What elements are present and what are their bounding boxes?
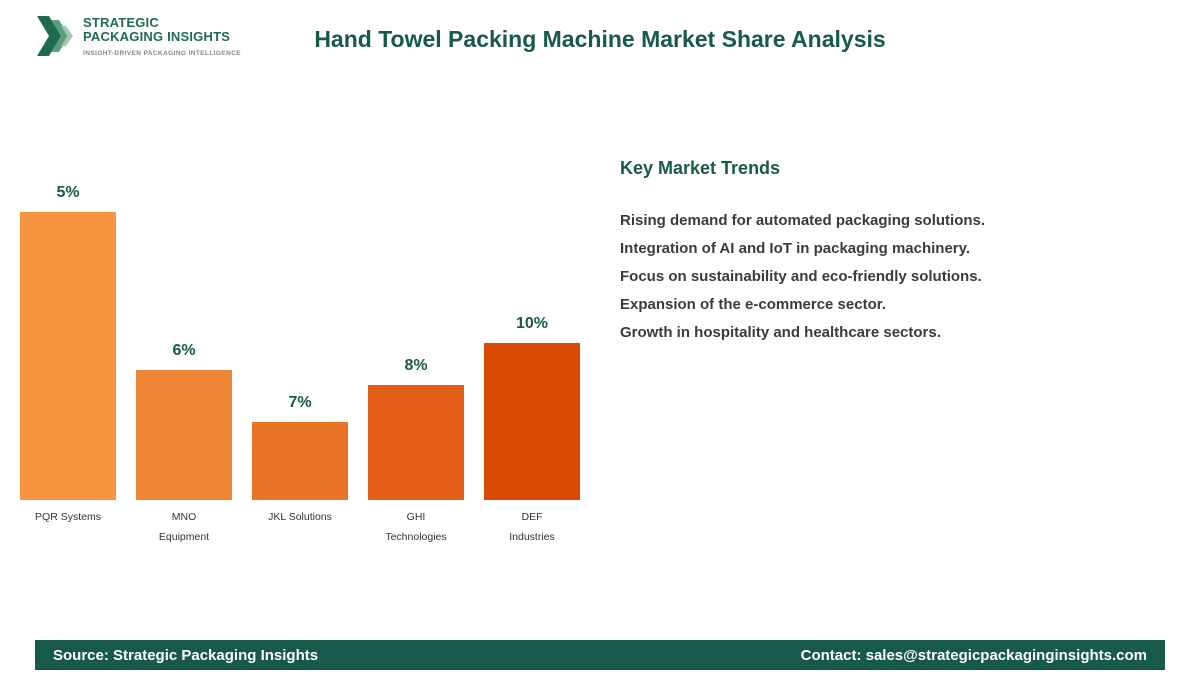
bar-group-def-industries: 10%	[484, 315, 580, 500]
footer-source: Source: Strategic Packaging Insights	[53, 646, 319, 664]
trend-item: Integration of AI and IoT in packaging m…	[620, 240, 971, 257]
bar-group-mno-equipment: 6%	[136, 342, 232, 500]
key-market-trends-panel: Key Market Trends Rising demand for auto…	[620, 140, 1090, 347]
bar-group-pqr-systems: 5%	[20, 184, 116, 500]
bar-value-label: 5%	[56, 184, 80, 201]
category-label-line: PQR Systems	[35, 511, 101, 523]
bar-chart-category-labels: PQR Systems MNO Equipment JKL Solutions …	[20, 507, 600, 547]
trends-heading: Key Market Trends	[620, 158, 781, 178]
bar-jkl-solutions	[252, 422, 348, 500]
category-label-pqr-systems: PQR Systems	[20, 507, 116, 547]
category-label-line: Equipment	[158, 531, 210, 543]
category-label-mno-equipment: MNO Equipment	[136, 507, 232, 547]
brand-name-line1: STRATEGIC	[83, 15, 159, 30]
category-label-line: JKL Solutions	[268, 511, 332, 523]
bar-pqr-systems	[20, 212, 116, 500]
category-label-line: GHI	[406, 511, 426, 523]
bar-value-label: 7%	[288, 394, 312, 411]
brand-tagline: INSIGHT-DRIVEN PACKAGING INTELLIGENCE	[83, 50, 242, 57]
page-title: Hand Towel Packing Machine Market Share …	[314, 26, 886, 52]
footer-contact: Contact: sales@strategicpackaginginsight…	[800, 646, 1147, 664]
category-label-ghi-technologies: GHI Technologies	[368, 507, 464, 547]
footer-bar: Source: Strategic Packaging Insights Con…	[35, 640, 1165, 670]
header: STRATEGIC PACKAGING INSIGHTS INSIGHT-DRI…	[0, 0, 1200, 110]
trend-item: Rising demand for automated packaging so…	[620, 212, 986, 229]
bar-mno-equipment	[136, 370, 232, 500]
brand-logo-text: STRATEGIC PACKAGING INSIGHTS INSIGHT-DRI…	[83, 12, 242, 58]
category-label-def-industries: DEF Industries	[484, 507, 580, 547]
bar-group-jkl-solutions: 7%	[252, 394, 348, 500]
brand-name-line2: PACKAGING INSIGHTS	[83, 29, 231, 44]
bar-value-label: 6%	[172, 342, 196, 359]
category-label-line: Technologies	[385, 531, 447, 543]
bar-value-label: 8%	[404, 357, 428, 374]
bar-ghi-technologies	[368, 385, 464, 500]
bar-def-industries	[484, 343, 580, 500]
trend-item: Expansion of the e-commerce sector.	[620, 296, 886, 313]
main-content: 5% 6% 7% 8% 10% PQR Systems	[0, 140, 1200, 547]
category-label-line: DEF	[521, 511, 543, 523]
category-label-jkl-solutions: JKL Solutions	[252, 507, 348, 547]
bar-chart-bars: 5% 6% 7% 8% 10%	[20, 140, 600, 500]
category-label-line: Industries	[509, 531, 555, 543]
category-label-line: MNO	[171, 511, 197, 523]
double-chevron-right-icon	[37, 16, 73, 56]
bar-chart: 5% 6% 7% 8% 10% PQR Systems	[0, 140, 600, 547]
trend-item: Focus on sustainability and eco-friendly…	[620, 268, 982, 285]
bar-group-ghi-technologies: 8%	[368, 357, 464, 500]
brand-logo: STRATEGIC PACKAGING INSIGHTS INSIGHT-DRI…	[35, 12, 241, 60]
bar-value-label: 10%	[515, 315, 549, 332]
trend-item: Growth in hospitality and healthcare sec…	[620, 324, 941, 341]
